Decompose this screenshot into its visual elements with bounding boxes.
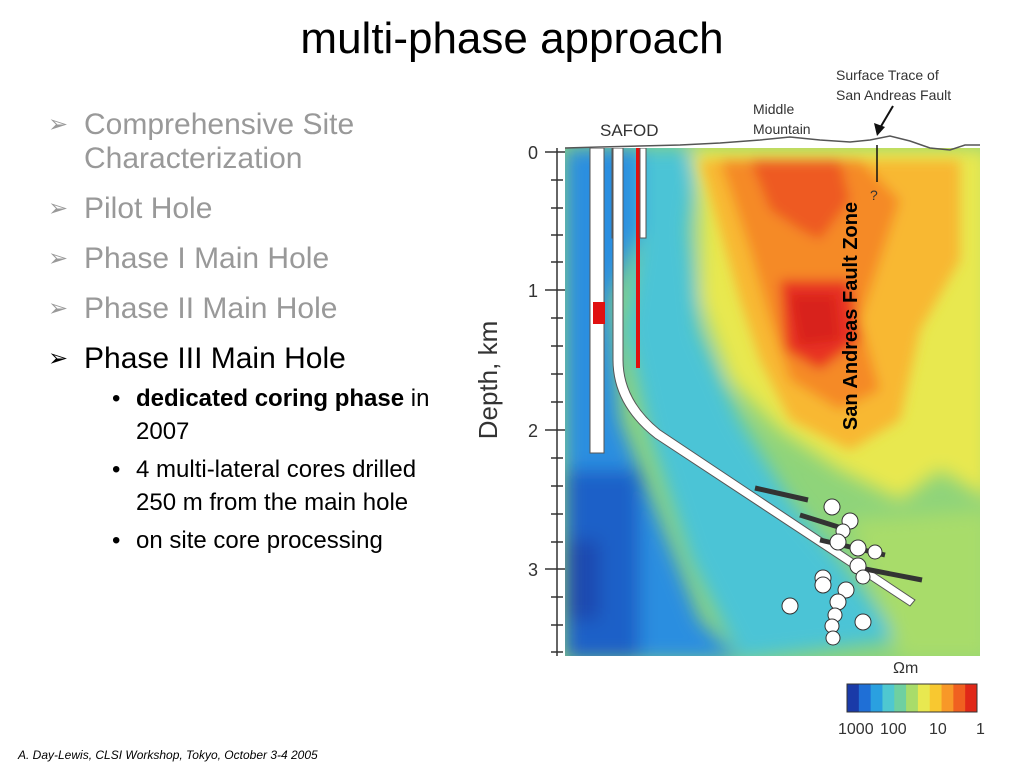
bullet-item-phase-3: ➢ Phase III Main Hole: [46, 342, 446, 376]
bullet-item-phase-1: ➢ Phase I Main Hole: [46, 242, 446, 276]
colorbar-swatch: [882, 684, 895, 712]
sub-bullet-multilateral-cores: • 4 multi-lateral cores drilled 250 m fr…: [46, 453, 446, 519]
sub-bullet-coring-phase: • dedicated coring phase in 2007: [46, 382, 446, 448]
y-tick-label-2: 2: [528, 421, 538, 441]
resistivity-colorbar: [847, 684, 978, 712]
dot-bullet-icon: •: [112, 385, 121, 412]
arrow-bullet-icon: ➢: [48, 345, 69, 372]
resistivity-section-image: [565, 148, 980, 656]
colorbar-label-10: 10: [929, 721, 947, 738]
middle-mountain-label-line2: Mountain: [753, 121, 811, 137]
middle-mountain-label-line1: Middle: [753, 101, 794, 117]
colorbar-swatch: [929, 684, 943, 712]
resistivity-cross-section-figure: 0 1 2 3 Depth, km SAFOD Middle Mountain …: [473, 67, 985, 738]
y-tick-label-1: 1: [528, 281, 538, 301]
arrow-bullet-icon: ➢: [48, 195, 69, 222]
colorbar-swatch: [858, 684, 872, 712]
y-tick-label-0: 0: [528, 143, 538, 163]
arrow-bullet-icon: ➢: [48, 111, 69, 138]
colorbar-unit-label: Ωm: [893, 660, 918, 677]
colorbar-label-1000: 1000: [838, 721, 874, 738]
slide-footer: A. Day-Lewis, CLSI Workshop, Tokyo, Octo…: [18, 748, 318, 762]
sub-bullet-core-processing: • on site core processing: [46, 524, 446, 557]
bullet-item-phase-2: ➢ Phase II Main Hole: [46, 292, 446, 326]
bullet-text: Pilot Hole: [84, 192, 213, 225]
sub-bullet-bold: dedicated coring phase: [136, 385, 405, 412]
bullet-text: Phase III Main Hole: [84, 342, 346, 375]
bullet-text: Comprehensive Site Characterization: [84, 108, 355, 175]
colorbar-swatch: [917, 684, 931, 712]
dot-bullet-icon: •: [112, 527, 121, 554]
depth-axis-label: Depth, km: [473, 321, 503, 440]
colorbar-swatch: [906, 684, 919, 712]
y-tick-label-3: 3: [528, 560, 538, 580]
bullet-list: ➢ Comprehensive Site Characterization ➢ …: [46, 108, 446, 562]
colorbar-swatch: [870, 684, 883, 712]
earthquake-markers: [781, 498, 883, 646]
bullet-item-site-characterization: ➢ Comprehensive Site Characterization: [46, 108, 446, 176]
bullet-text: Phase I Main Hole: [84, 242, 330, 275]
surface-trace-label-line2: San Andreas Fault: [836, 87, 951, 103]
colorbar-label-1: 1: [976, 721, 985, 738]
fault-zone-label: San Andreas Fault Zone: [840, 202, 862, 430]
safod-label: SAFOD: [600, 121, 659, 140]
surface-trace-arrow-icon: [874, 105, 894, 136]
surface-trace-label-line1: Surface Trace of: [836, 67, 939, 83]
surface-topography-line: [564, 135, 980, 151]
bullet-text: Phase II Main Hole: [84, 292, 338, 325]
arrow-bullet-icon: ➢: [48, 245, 69, 272]
colorbar-label-100: 100: [880, 721, 907, 738]
sub-bullet-text: 4 multi-lateral cores drilled 250 m from…: [136, 456, 417, 516]
colorbar-swatch: [894, 684, 907, 712]
fault-question-mark: ?: [870, 187, 878, 203]
colorbar-swatch: [941, 684, 954, 712]
colorbar-swatch: [847, 684, 860, 712]
slide-title: multi-phase approach: [300, 14, 724, 63]
colorbar-swatch: [953, 684, 966, 712]
depth-axis: [545, 148, 565, 656]
borehole-traces: [589, 148, 916, 607]
sub-bullet-text: on site core processing: [136, 527, 383, 554]
arrow-bullet-icon: ➢: [48, 295, 69, 322]
sub-bullet-text: in 2007: [136, 385, 430, 445]
bullet-item-pilot-hole: ➢ Pilot Hole: [46, 192, 446, 226]
colorbar-swatch: [965, 684, 978, 712]
dot-bullet-icon: •: [112, 456, 121, 483]
